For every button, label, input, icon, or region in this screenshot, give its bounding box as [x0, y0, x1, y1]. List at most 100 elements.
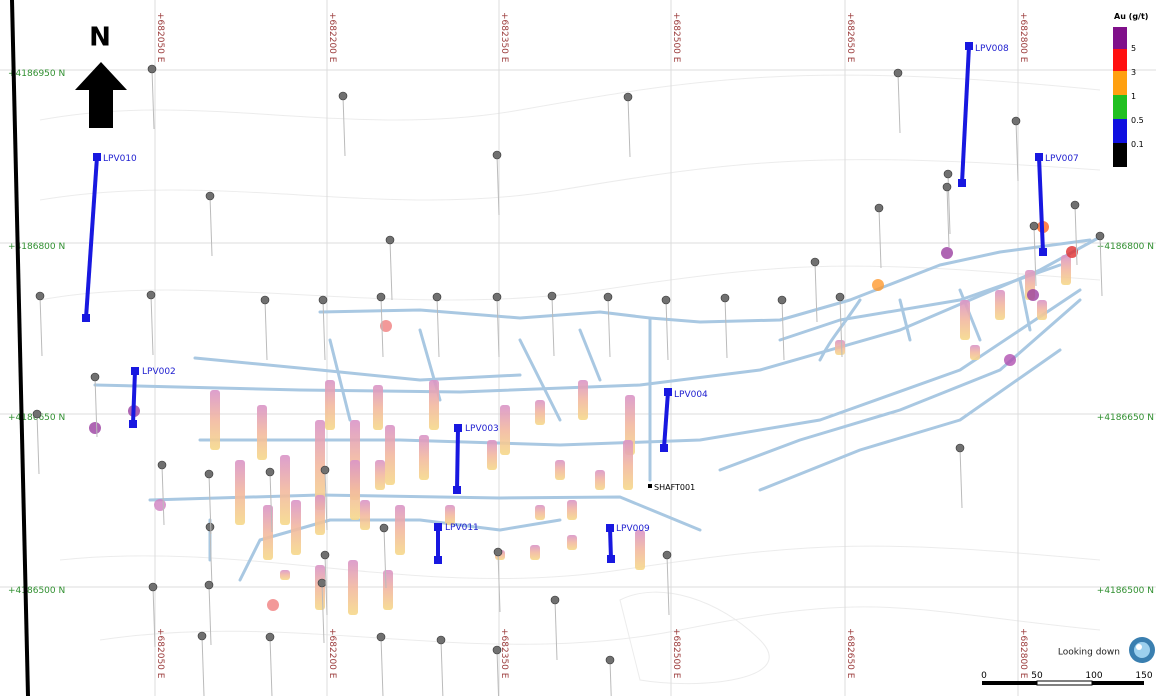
collar [385, 235, 395, 245]
hole-label: LPV007 [1045, 154, 1079, 164]
assay-blob [380, 320, 392, 332]
collar [1029, 221, 1039, 231]
collar [661, 295, 671, 305]
collar [147, 64, 157, 74]
assay-interval [315, 495, 325, 535]
assay-interval [373, 385, 383, 430]
hole-trace [662, 391, 670, 449]
collar-trace [878, 207, 882, 269]
collar-trace [94, 376, 98, 438]
collar [260, 295, 270, 305]
shaft-label: SHAFT001 [654, 483, 695, 492]
assay-interval [835, 340, 845, 355]
collar-trace [959, 447, 963, 509]
collar [265, 632, 275, 642]
collar-trace [554, 599, 558, 661]
collar [148, 582, 158, 592]
collar-trace [322, 299, 326, 361]
assay-interval [383, 570, 393, 610]
easting-label: +682200 E [327, 12, 337, 63]
easting-label: +682200 E [327, 628, 337, 679]
assay-blob [1066, 246, 1078, 258]
hole-trace [455, 427, 460, 491]
assay-interval [578, 380, 588, 420]
collar [436, 635, 446, 645]
assay-interval [995, 290, 1005, 320]
collar-trace [436, 296, 440, 358]
easting-label: +682500 E [671, 628, 681, 679]
collar-trace [208, 473, 212, 535]
collar [835, 292, 845, 302]
collar [376, 632, 386, 642]
assay-interval [395, 505, 405, 555]
assay-interval [960, 300, 970, 340]
collar-trace [1099, 235, 1103, 297]
collar-trace [1074, 204, 1078, 266]
assay-interval [445, 505, 455, 525]
collar [320, 550, 330, 560]
assay-interval [623, 440, 633, 490]
collar-trace [440, 639, 444, 696]
collar-trace [814, 261, 818, 323]
collar-trace [497, 551, 501, 613]
hole-end [607, 555, 615, 563]
scale-bar: 0 50 100 150 [981, 671, 1153, 686]
assay-blob [154, 499, 166, 511]
legend-label: 0.1 [1131, 140, 1144, 149]
assay-interval [595, 470, 605, 490]
hole-traces: LPV010 LPV002 LPV003 LPV004 LPV011 LPV009 LPV0… [82, 42, 1079, 564]
collar [35, 291, 45, 301]
collar-trace [209, 526, 213, 588]
northing-label: +4186500 N [8, 586, 65, 596]
collar-trace [209, 195, 213, 257]
collar-trace [609, 659, 612, 696]
collar [1070, 200, 1080, 210]
collar-trace [342, 95, 346, 157]
legend-label: 1 [1131, 92, 1136, 101]
collar [205, 191, 215, 201]
assay-interval [280, 570, 290, 580]
hole-collar [965, 42, 973, 50]
scale-label: 50 [1031, 671, 1043, 681]
collar [317, 578, 327, 588]
assay-interval [555, 460, 565, 480]
easting-label: +682800 E [1018, 12, 1028, 63]
hole-end [958, 179, 966, 187]
drill-collars [32, 64, 1105, 696]
collar-trace [324, 554, 328, 616]
hole-collar [93, 153, 101, 161]
northing-label: +4186500 N [1097, 586, 1154, 596]
scale-label: 150 [1135, 671, 1152, 681]
assay-interval [291, 500, 301, 555]
collar-trace [724, 297, 728, 359]
collar-trace [607, 296, 611, 358]
assay-interval [1061, 255, 1071, 285]
collar-trace [269, 471, 273, 533]
assay-blob [872, 279, 884, 291]
collar-trace [496, 649, 500, 696]
assay-blob [89, 422, 101, 434]
collar [720, 293, 730, 303]
collar [492, 292, 502, 302]
collar-trace [781, 299, 785, 361]
collar [955, 443, 965, 453]
collar-trace [496, 296, 500, 358]
assay-interval [315, 420, 325, 510]
view-orb [1129, 637, 1155, 663]
easting-label: +682350 E [499, 628, 509, 679]
assay-interval [315, 565, 325, 610]
collar-trace [897, 72, 901, 134]
collar-trace [161, 464, 165, 526]
hole-label: LPV004 [674, 390, 708, 400]
legend-label: 3 [1131, 68, 1136, 77]
hole-end [434, 556, 442, 564]
collar [157, 460, 167, 470]
collar [547, 291, 557, 301]
view-edge [10, 0, 30, 696]
assay-blob [941, 247, 953, 259]
assay-blob [1004, 354, 1016, 366]
collar [146, 290, 156, 300]
collar [550, 595, 560, 605]
collar [265, 467, 275, 477]
